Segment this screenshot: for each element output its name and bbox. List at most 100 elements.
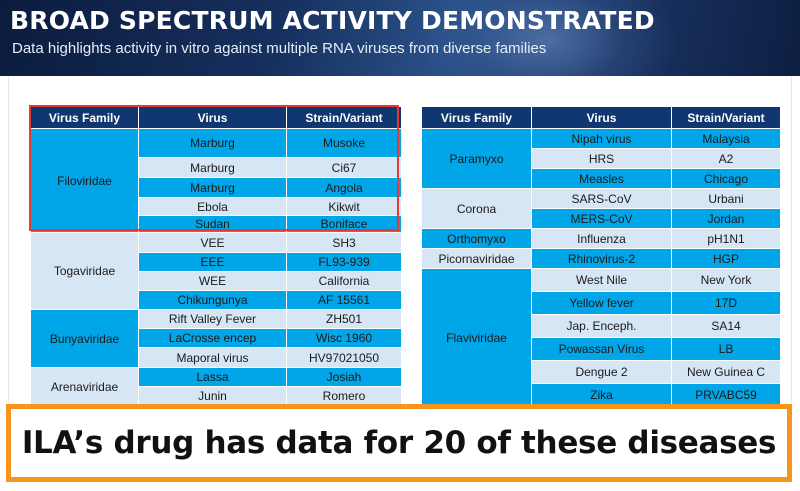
strain-cell: Josiah	[286, 367, 402, 387]
virus-cell: West Nile	[531, 268, 672, 292]
table-row: Maporal virus HV97021050	[31, 347, 402, 368]
table-row: Bunyaviridae Rift Valley Fever ZH501	[30, 309, 402, 368]
virus-cell: Junin	[138, 386, 287, 406]
virus-cell: MERS-CoV	[531, 208, 672, 229]
col-header-family: Virus Family	[421, 106, 532, 129]
table-row: Arenaviridae Lassa Josiah	[30, 367, 402, 406]
virus-cell: Ebola	[138, 197, 287, 216]
col-header-virus: Virus	[138, 106, 287, 129]
table-row: Orthomyxo Influenza pH1N1	[421, 228, 781, 249]
strain-cell: FL93-939	[286, 252, 402, 272]
strain-cell: Urbani	[671, 188, 781, 209]
table-row: Picornaviridae Rhinovirus-2 HGP	[421, 248, 781, 269]
strain-cell: pH1N1	[671, 228, 781, 249]
page-title: BROAD SPECTRUM ACTIVITY DEMONSTRATED	[10, 6, 655, 35]
col-header-virus: Virus	[531, 106, 672, 129]
virus-cell: Influenza	[531, 228, 672, 249]
strain-cell: PRVABC59	[671, 383, 781, 407]
virus-cell: Yellow fever	[531, 291, 672, 315]
family-cell-flaviviridae: Flaviviridae	[421, 268, 532, 407]
strain-cell: California	[286, 271, 402, 291]
virus-cell: Chikungunya	[138, 290, 287, 310]
virus-cell: Maporal virus	[138, 347, 287, 368]
strain-cell: SH3	[286, 232, 402, 253]
family-cell-togaviridae: Togaviridae	[30, 232, 139, 310]
left-virus-table: Virus Family Virus Strain/Variant Filovi…	[30, 106, 402, 406]
family-cell-paramyxo: Paramyxo	[421, 128, 532, 189]
virus-cell: WEE	[138, 271, 287, 291]
strain-cell: Boniface	[286, 215, 402, 233]
virus-cell: Sudan	[138, 215, 287, 233]
virus-cell: HRS	[531, 148, 672, 169]
virus-cell: Measles	[531, 168, 672, 189]
table-row: Zika PRVABC59	[422, 383, 781, 407]
table-row: Corona SARS-CoV Urbani	[421, 188, 781, 229]
virus-cell: Marburg	[138, 128, 287, 158]
table-header-row: Virus Family Virus Strain/Variant	[421, 106, 781, 129]
col-header-strain: Strain/Variant	[286, 106, 402, 129]
table-row: Ebola Kikwit	[31, 197, 402, 216]
table-row: Chikungunya AF 15561	[31, 290, 402, 310]
table-row: Dengue 2 New Guinea C	[422, 360, 781, 384]
table-row: Filoviridae Marburg Musoke	[30, 128, 402, 233]
family-cell-corona: Corona	[421, 188, 532, 229]
slide-header: BROAD SPECTRUM ACTIVITY DEMONSTRATED Dat…	[0, 0, 800, 76]
strain-cell: A2	[671, 148, 781, 169]
virus-cell: Marburg	[138, 177, 287, 198]
page-subtitle: Data highlights activity in vitro agains…	[12, 40, 547, 57]
strain-cell: Ci67	[286, 157, 402, 178]
table-row: Junin Romero	[31, 386, 402, 406]
strain-cell: Jordan	[671, 208, 781, 229]
table-row: Marburg Angola	[31, 177, 402, 198]
strain-cell: Angola	[286, 177, 402, 198]
table-row: EEE FL93-939	[31, 252, 402, 272]
virus-cell: Marburg	[138, 157, 287, 178]
virus-cell: Dengue 2	[531, 360, 672, 384]
col-header-family: Virus Family	[30, 106, 139, 129]
family-cell-filoviridae: Filoviridae	[30, 128, 139, 233]
virus-cell: Nipah virus	[531, 128, 672, 149]
virus-cell: EEE	[138, 252, 287, 272]
table-row: Powassan Virus LB	[422, 337, 781, 361]
strain-cell: Chicago	[671, 168, 781, 189]
table-row: MERS-CoV Jordan	[422, 208, 781, 229]
virus-cell: Jap. Enceph.	[531, 314, 672, 338]
table-row: Paramyxo Nipah virus Malaysia	[421, 128, 781, 189]
table-row: Flaviviridae West Nile New York	[421, 268, 781, 407]
table-row: WEE California	[31, 271, 402, 291]
table-row: Marburg Ci67	[31, 157, 402, 178]
strain-cell: Wisc 1960	[286, 328, 402, 348]
table-header-row: Virus Family Virus Strain/Variant	[30, 106, 402, 129]
table-row: Yellow fever 17D	[422, 291, 781, 315]
family-cell-picornaviridae: Picornaviridae	[421, 248, 532, 269]
table-row: Sudan Boniface	[31, 215, 402, 233]
strain-cell: LB	[671, 337, 781, 361]
virus-cell: VEE	[138, 232, 287, 253]
strain-cell: Musoke	[286, 128, 402, 158]
strain-cell: Romero	[286, 386, 402, 406]
family-cell-orthomyxo: Orthomyxo	[421, 228, 532, 249]
virus-cell: Rift Valley Fever	[138, 309, 287, 329]
strain-cell: SA14	[671, 314, 781, 338]
virus-cell: Lassa	[138, 367, 287, 387]
callout-text: ILA’s drug has data for 20 of these dise…	[21, 425, 777, 461]
strain-cell: HV97021050	[286, 347, 402, 368]
family-cell-bunyaviridae: Bunyaviridae	[30, 309, 139, 368]
strain-cell: Malaysia	[671, 128, 781, 149]
strain-cell: AF 15561	[286, 290, 402, 310]
family-cell-arenaviridae: Arenaviridae	[30, 367, 139, 406]
right-virus-table: Virus Family Virus Strain/Variant Paramy…	[421, 106, 781, 407]
strain-cell: HGP	[671, 248, 781, 269]
strain-cell: 17D	[671, 291, 781, 315]
table-row: Togaviridae VEE SH3	[30, 232, 402, 310]
virus-cell: Zika	[531, 383, 672, 407]
strain-cell: New Guinea C	[671, 360, 781, 384]
virus-cell: Powassan Virus	[531, 337, 672, 361]
strain-cell: Kikwit	[286, 197, 402, 216]
virus-cell: Rhinovirus-2	[531, 248, 672, 269]
col-header-strain: Strain/Variant	[671, 106, 781, 129]
virus-cell: LaCrosse encep	[138, 328, 287, 348]
table-row: Jap. Enceph. SA14	[422, 314, 781, 338]
strain-cell: New York	[671, 268, 781, 292]
virus-cell: SARS-CoV	[531, 188, 672, 209]
